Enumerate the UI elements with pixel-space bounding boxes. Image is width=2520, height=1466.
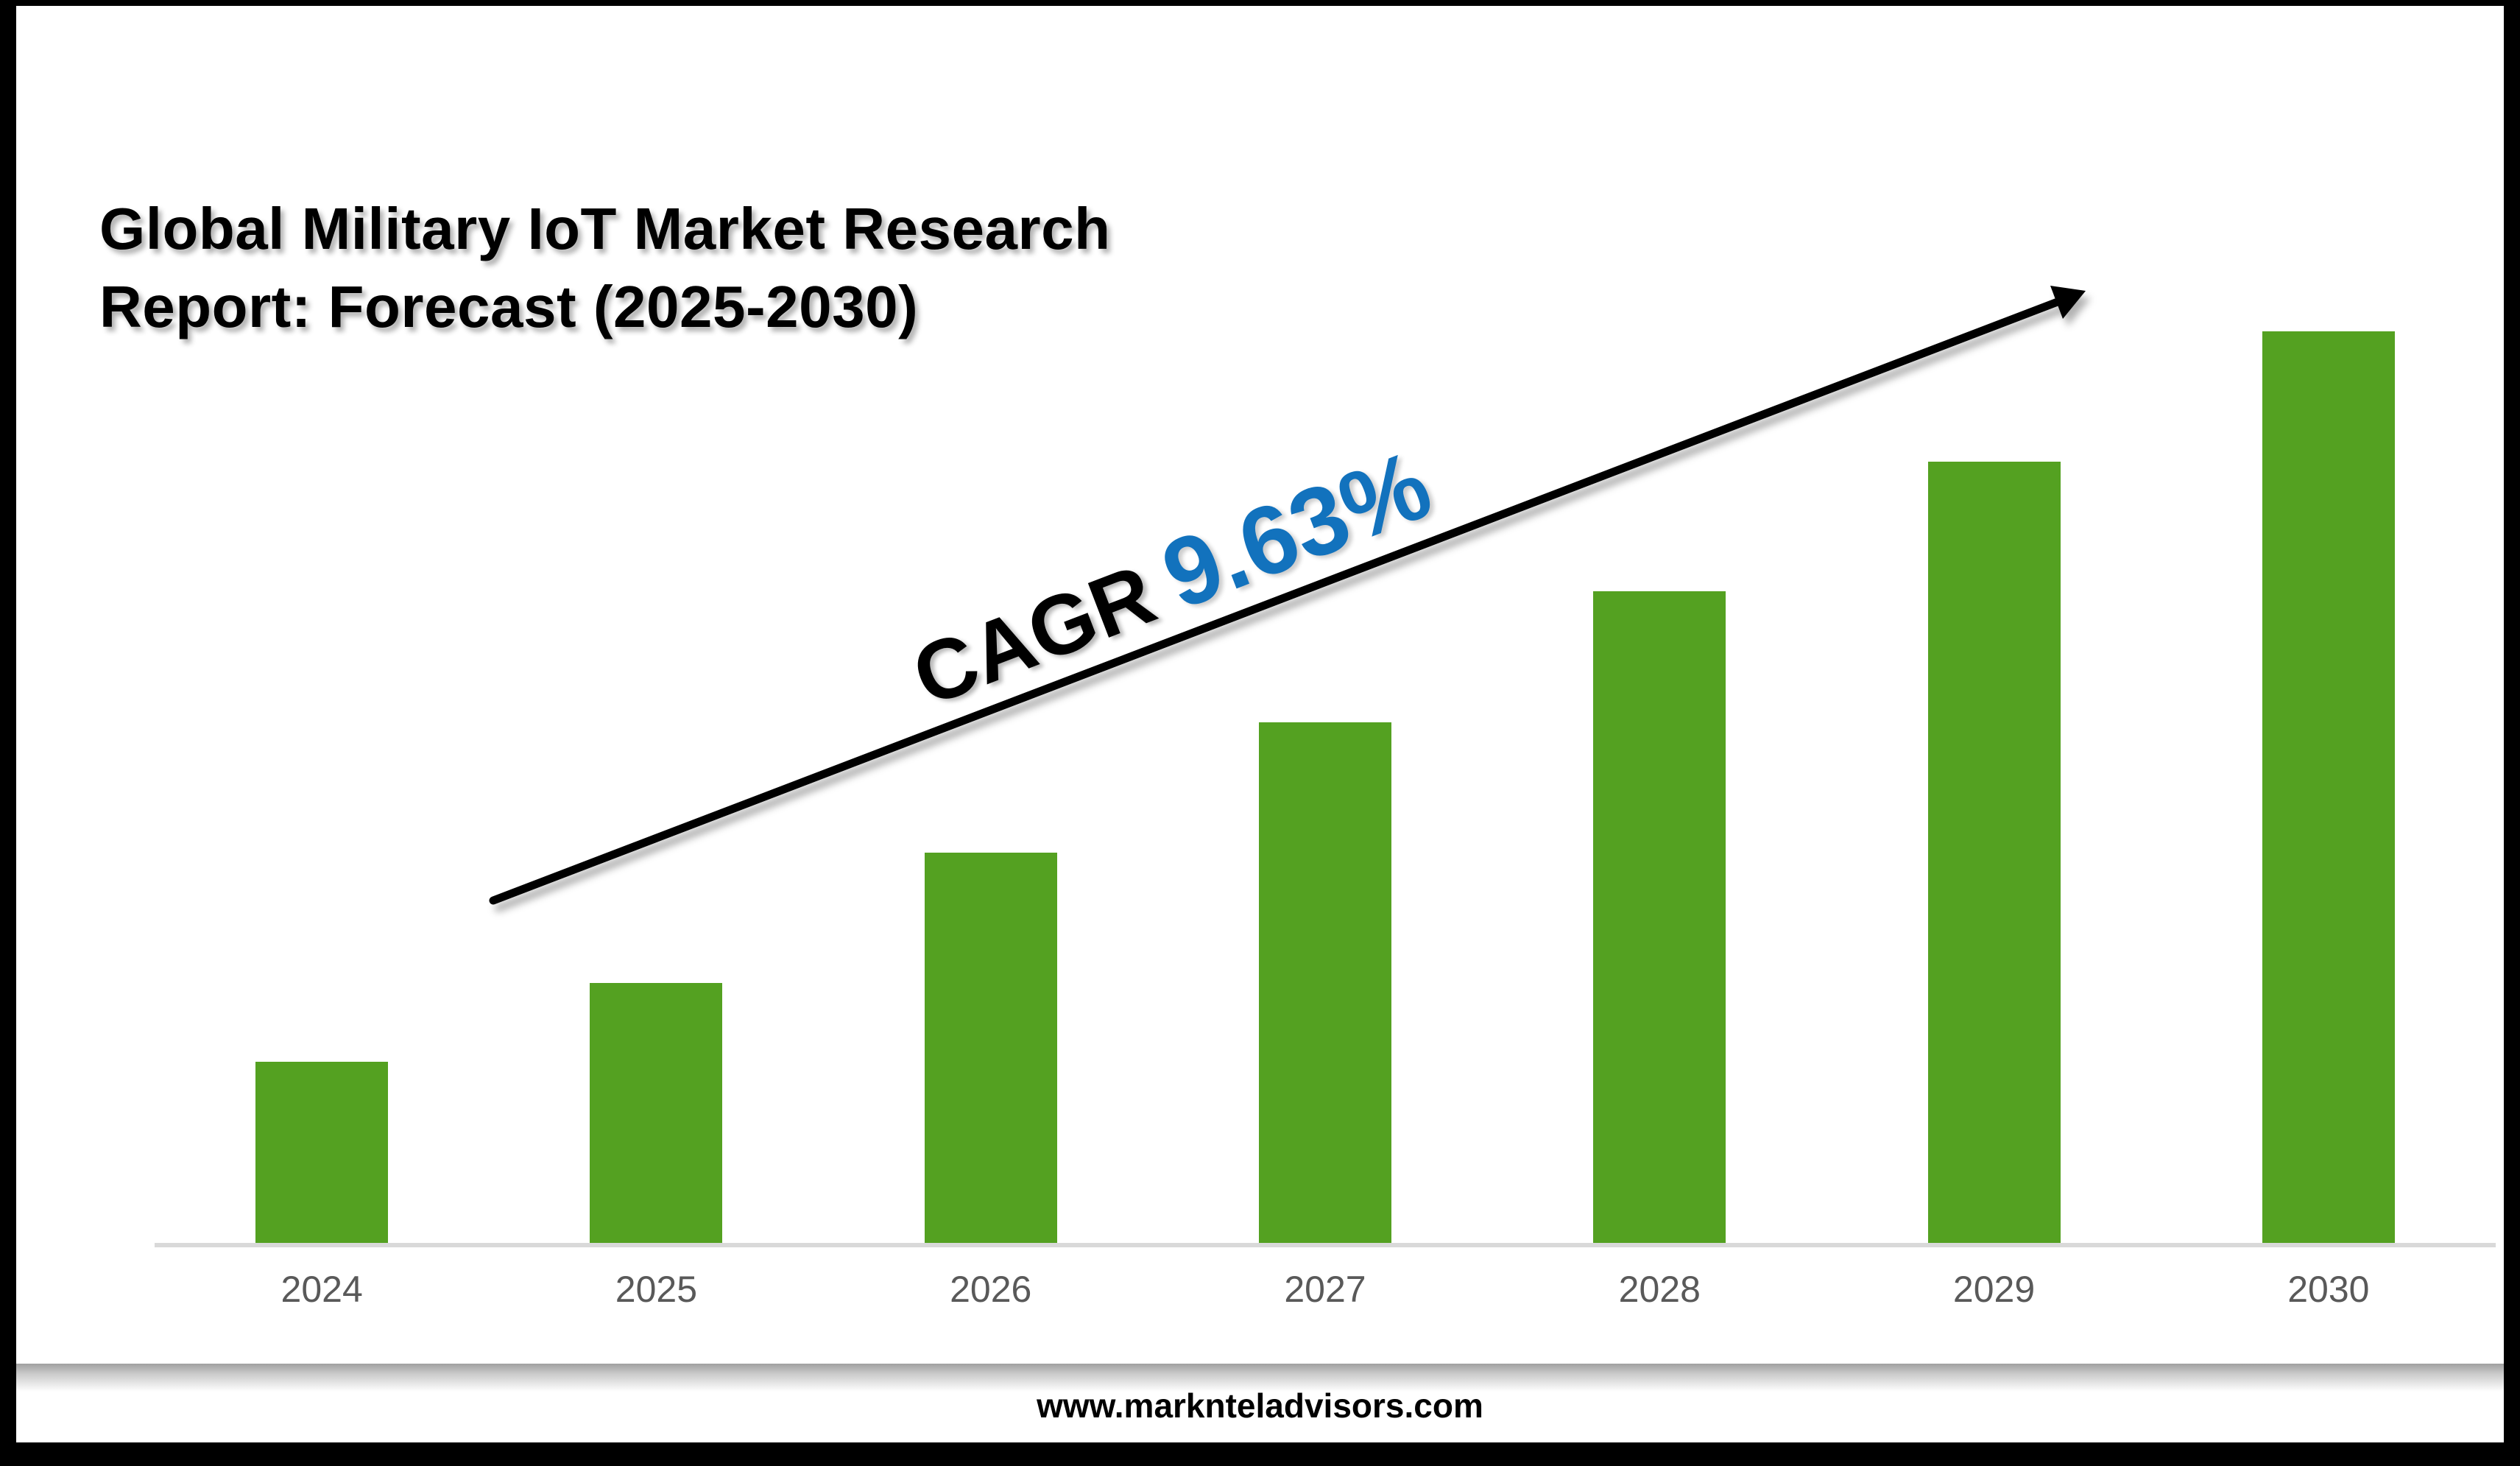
bar-2029 xyxy=(1927,462,2061,1243)
x-axis-label-2026: 2026 xyxy=(950,1269,1032,1310)
bar-2028 xyxy=(1593,591,1726,1243)
x-axis-label-2029: 2029 xyxy=(1952,1269,2036,1310)
footer-divider xyxy=(16,1364,2504,1392)
bar-2027 xyxy=(1258,722,1391,1243)
x-axis-label-2028: 2028 xyxy=(1618,1269,1701,1310)
x-axis-label-2025: 2025 xyxy=(615,1269,698,1310)
x-axis-label-2030: 2030 xyxy=(2287,1269,2370,1310)
footer-website-link[interactable]: www.marknteladvisors.com xyxy=(1037,1386,1483,1425)
bar-2026 xyxy=(924,853,1057,1243)
bar-2030 xyxy=(2262,331,2395,1243)
chart-title: Global Military IoT Market Research Repo… xyxy=(99,196,1111,340)
bar-2024 xyxy=(255,1062,389,1243)
x-axis-label-2024: 2024 xyxy=(280,1269,363,1310)
x-axis-label-2027: 2027 xyxy=(1284,1269,1366,1310)
bar-2025 xyxy=(590,983,723,1243)
x-axis-line xyxy=(155,1243,2496,1247)
bars xyxy=(155,331,2496,1243)
x-axis-labels: 2024 2025 2026 2027 2028 2029 2030 xyxy=(155,1268,2496,1311)
